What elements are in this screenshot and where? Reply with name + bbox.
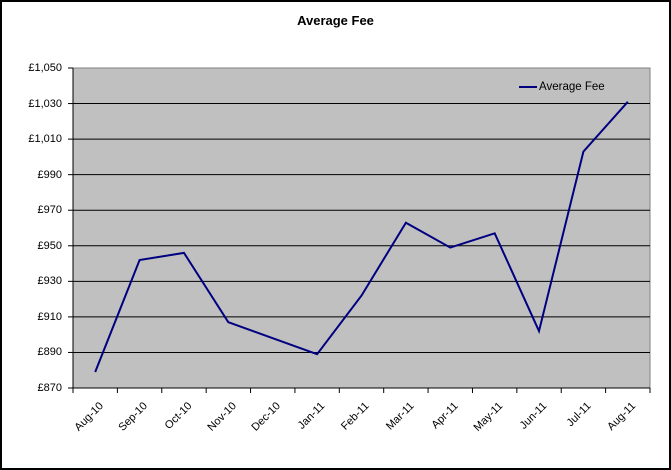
y-axis-label: £890 bbox=[37, 346, 62, 359]
y-axis-label: £910 bbox=[37, 310, 62, 323]
y-axis-label: £930 bbox=[37, 275, 62, 288]
legend-label: Average Fee bbox=[539, 81, 605, 93]
y-axis-label: £970 bbox=[37, 204, 62, 217]
legend-line-marker-icon bbox=[519, 86, 537, 88]
y-axis-label: £1,050 bbox=[28, 62, 62, 74]
legend: Average Fee bbox=[519, 81, 605, 93]
y-axis-label: £990 bbox=[37, 168, 62, 181]
chart-title: Average Fee bbox=[297, 13, 374, 28]
y-axis-label: £1,010 bbox=[28, 133, 62, 146]
series-line-average-fee bbox=[94, 101, 629, 373]
y-axis-label: £1,030 bbox=[28, 97, 62, 110]
y-axis-label: £870 bbox=[37, 382, 62, 394]
plot-area bbox=[72, 67, 651, 389]
y-axis-label: £950 bbox=[37, 239, 62, 252]
